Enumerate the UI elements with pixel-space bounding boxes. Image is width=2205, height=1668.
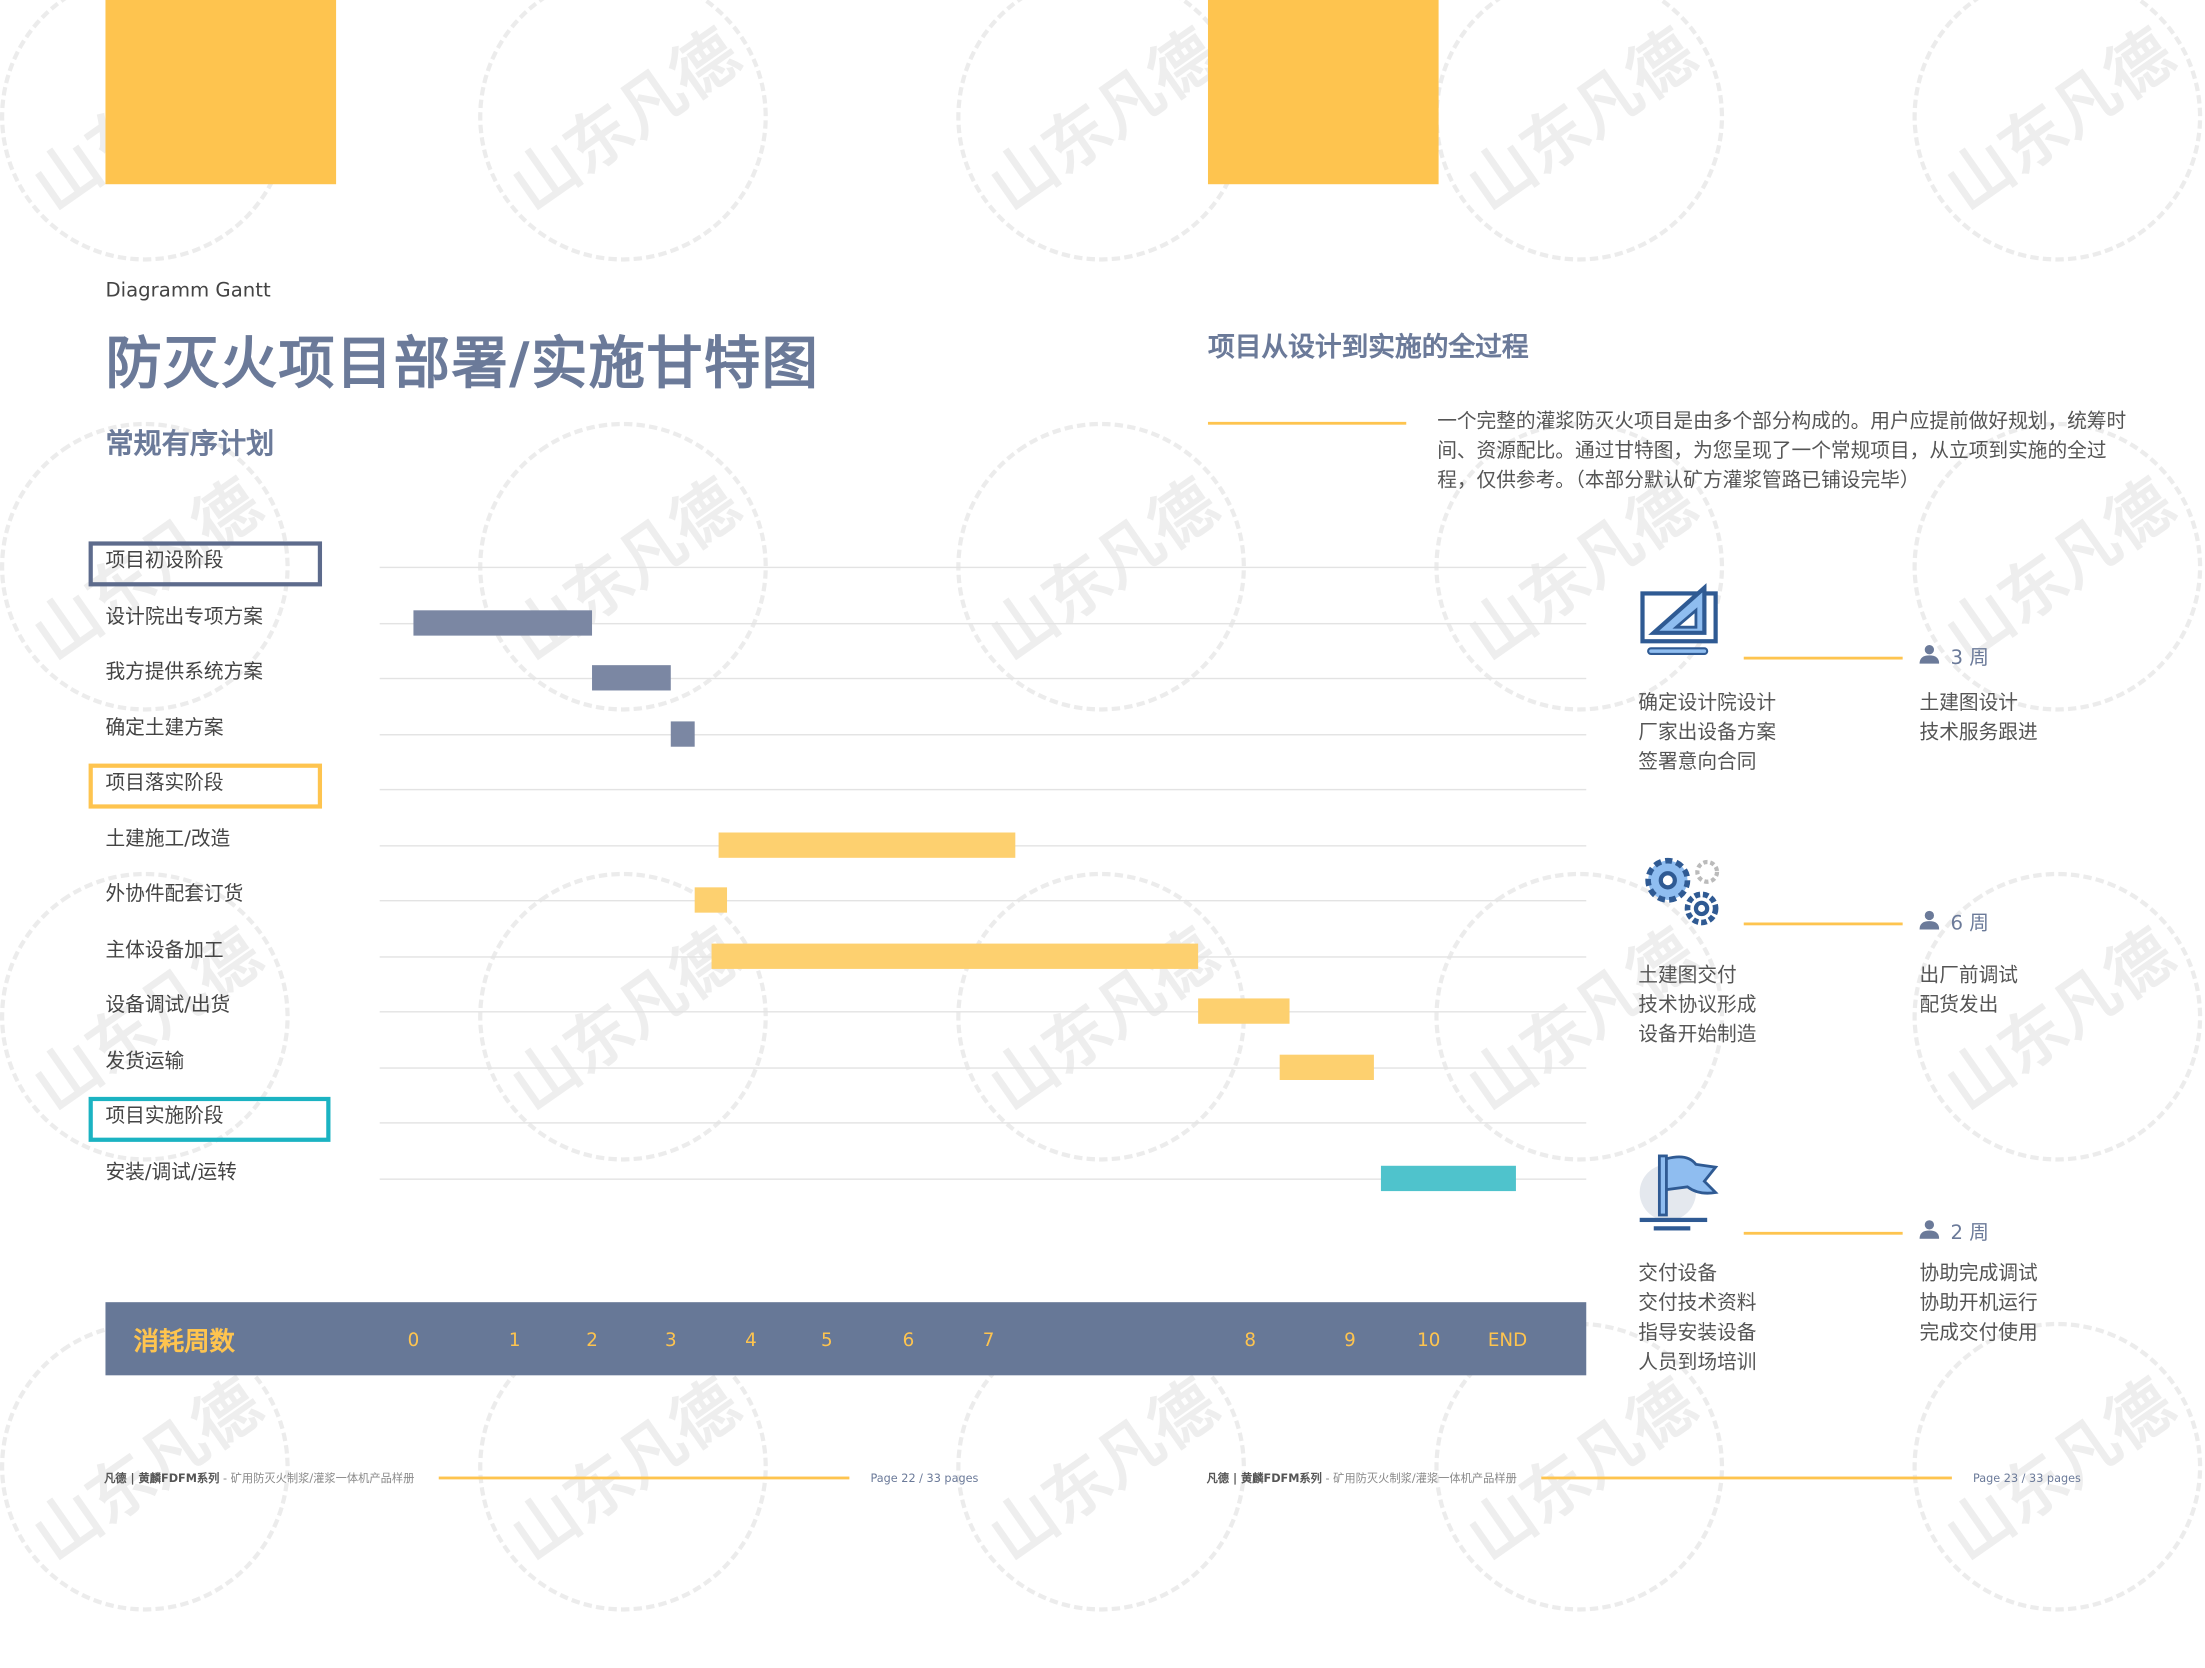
x-tick-label: 6 bbox=[902, 1330, 915, 1352]
x-tick-label: 0 bbox=[407, 1330, 420, 1352]
step-services: 出厂前调试 配货发出 bbox=[1919, 964, 2018, 1017]
blueprint-ruler-icon bbox=[1637, 579, 1721, 663]
footer-sep: - bbox=[219, 1472, 231, 1485]
gantt-bar bbox=[1197, 998, 1291, 1024]
grid-line bbox=[379, 1177, 1587, 1180]
gantt-bar bbox=[718, 831, 1015, 858]
x-tick-label: 10 bbox=[1417, 1330, 1441, 1352]
phase-label: 项目实施阶段 bbox=[105, 1105, 224, 1128]
page-title: 防灭火项目部署/实施甘特图 bbox=[105, 331, 820, 397]
x-tick-label: 5 bbox=[821, 1330, 833, 1352]
footer-left: 凡德 | 黄麟FDFM系列 - 矿用防灭火制浆/灌浆一体机产品样册 bbox=[104, 1471, 414, 1486]
x-tick-label: END bbox=[1487, 1330, 1528, 1352]
step-activities: 交付设备 交付技术资料 指导安装设备 人员到场培训 bbox=[1638, 1262, 1757, 1374]
gantt-bar bbox=[1280, 1053, 1374, 1080]
page-number-right: Page 23 / 33 pages bbox=[1972, 1472, 2081, 1485]
grid-line bbox=[379, 566, 1587, 569]
duration: 2 周 bbox=[1919, 1218, 1989, 1246]
person-icon bbox=[1919, 1219, 1940, 1244]
person-icon bbox=[1919, 910, 1940, 935]
connector-line bbox=[1743, 922, 1903, 926]
footer-line-left bbox=[438, 1476, 850, 1480]
x-tick-label: 3 bbox=[664, 1330, 677, 1352]
section-title: 常规有序计划 bbox=[105, 426, 275, 460]
duration-text: 3 周 bbox=[1950, 646, 1989, 670]
x-tick-label: 2 bbox=[586, 1330, 598, 1352]
task-label: 设备调试/出货 bbox=[105, 994, 231, 1017]
task-label: 确定土建方案 bbox=[105, 716, 224, 739]
watermark-stamp: 山东凡德 bbox=[1855, 0, 2205, 319]
watermark-stamp: 山东凡德 bbox=[1855, 814, 2205, 1219]
x-tick-label: 1 bbox=[508, 1330, 521, 1352]
subtitle-en: Diagramm Gantt bbox=[105, 279, 271, 303]
x-tick-label: 9 bbox=[1344, 1330, 1356, 1352]
intro-paragraph: 一个完整的灌浆防灭火项目是由多个部分构成的。用户应提前做好规划，统筹时间、资源配… bbox=[1437, 410, 2127, 493]
gantt-bar bbox=[1381, 1165, 1516, 1191]
week-axis-band bbox=[105, 1302, 1587, 1376]
x-tick-label: 4 bbox=[745, 1330, 757, 1352]
gantt-bar bbox=[710, 942, 1198, 969]
connector-line bbox=[1743, 1231, 1903, 1235]
x-tick-label: 7 bbox=[982, 1330, 995, 1352]
watermark-stamp: 山东凡德 bbox=[421, 0, 825, 319]
phase-label: 项目初设阶段 bbox=[105, 549, 224, 573]
watermark-stamp: 山东凡德 bbox=[421, 814, 825, 1219]
phase-box bbox=[88, 541, 323, 587]
grid-line bbox=[379, 733, 1587, 735]
duration-text: 6 周 bbox=[1950, 912, 1989, 936]
yellow-header-block-left bbox=[105, 0, 337, 185]
x-axis-label: 消耗周数 bbox=[133, 1327, 235, 1358]
task-label: 我方提供系统方案 bbox=[105, 660, 263, 684]
footer-desc: 矿用防灭火制浆/灌浆一体机产品样册 bbox=[1333, 1472, 1517, 1485]
grid-line bbox=[379, 1066, 1587, 1069]
grid-line bbox=[379, 1011, 1587, 1013]
footer-brand: 凡德 | 黄麟FDFM系列 bbox=[1206, 1472, 1322, 1485]
gantt-bar bbox=[592, 665, 671, 691]
footer-sep: - bbox=[1321, 1472, 1334, 1485]
grid-line bbox=[379, 622, 1587, 624]
step-activities: 土建图交付 技术协议形成 设备开始制造 bbox=[1638, 964, 1757, 1047]
duration: 3 周 bbox=[1919, 643, 1989, 671]
x-tick-label: 8 bbox=[1244, 1330, 1256, 1352]
task-label: 安装/调试/运转 bbox=[105, 1160, 237, 1184]
task-label: 主体设备加工 bbox=[105, 938, 224, 962]
phase-box bbox=[88, 1096, 331, 1142]
grid-line bbox=[379, 1122, 1587, 1124]
duration-text: 2 周 bbox=[1950, 1222, 1989, 1245]
footer-brand: 凡德 | 黄麟FDFM系列 bbox=[104, 1472, 220, 1485]
person-icon bbox=[1919, 644, 1940, 669]
gantt-bar bbox=[670, 720, 695, 747]
flag-icon bbox=[1637, 1150, 1721, 1237]
step-activities: 确定设计院设计 厂家出设备方案 签署意向合同 bbox=[1638, 691, 1777, 774]
footer-right: 凡德 | 黄麟FDFM系列 - 矿用防灭火制浆/灌浆一体机产品样册 bbox=[1207, 1471, 1517, 1486]
task-label: 外协件配套订货 bbox=[105, 883, 244, 906]
task-label: 设计院出专项方案 bbox=[105, 605, 263, 628]
grid-line bbox=[379, 788, 1587, 791]
connector-line bbox=[1743, 656, 1903, 660]
footer-desc: 矿用防灭火制浆/灌浆一体机产品样册 bbox=[230, 1472, 415, 1485]
right-title: 项目从设计到实施的全过程 bbox=[1207, 331, 1529, 363]
task-label: 发货运输 bbox=[105, 1049, 185, 1073]
gantt-bar bbox=[694, 887, 727, 913]
step-services: 土建图设计 技术服务跟进 bbox=[1919, 691, 2038, 744]
gears-icon bbox=[1637, 852, 1727, 936]
task-label: 土建施工/改造 bbox=[105, 827, 231, 851]
phase-box bbox=[88, 763, 323, 809]
yellow-header-block-right bbox=[1207, 0, 1439, 185]
phase-label: 项目落实阶段 bbox=[105, 772, 224, 795]
accent-line bbox=[1207, 421, 1407, 425]
gantt-bar bbox=[413, 609, 593, 635]
grid-line bbox=[379, 900, 1587, 902]
footer-line-right bbox=[1541, 1476, 1952, 1480]
duration: 6 周 bbox=[1919, 908, 1989, 936]
step-services: 协助完成调试 协助开机运行 完成交付使用 bbox=[1919, 1262, 2038, 1345]
grid-line bbox=[379, 677, 1587, 680]
page-number-left: Page 22 / 33 pages bbox=[870, 1472, 979, 1485]
